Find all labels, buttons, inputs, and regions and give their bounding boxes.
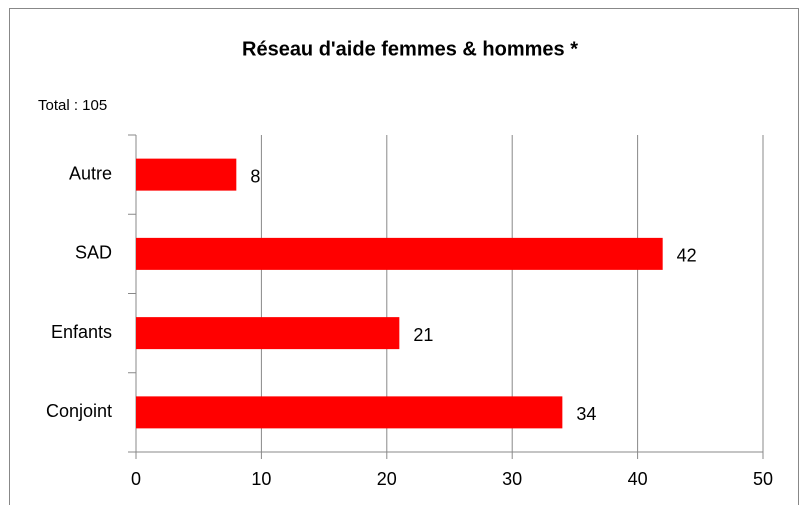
y-tick-label: SAD [75, 243, 112, 263]
x-tick-label: 40 [628, 469, 648, 489]
chart-title: Réseau d'aide femmes & hommes * [242, 38, 578, 60]
x-tick-label: 50 [753, 469, 773, 489]
data-label: 8 [250, 166, 260, 186]
x-tick-label: 10 [251, 469, 271, 489]
bar [136, 237, 663, 270]
annotation: Total : 105 [38, 97, 107, 114]
bar [136, 317, 400, 350]
bar [136, 396, 563, 429]
bar [136, 158, 237, 191]
data-label: 21 [413, 325, 433, 345]
x-tick-label: 20 [377, 469, 397, 489]
data-label: 42 [677, 246, 697, 266]
x-tick-label: 30 [502, 469, 522, 489]
x-tick-label: 0 [131, 469, 141, 489]
y-tick-label: Conjoint [46, 401, 112, 421]
y-tick-label: Autre [69, 163, 112, 183]
chart-border [9, 8, 799, 505]
data-label: 34 [576, 404, 596, 424]
y-tick-label: Enfants [51, 322, 112, 342]
